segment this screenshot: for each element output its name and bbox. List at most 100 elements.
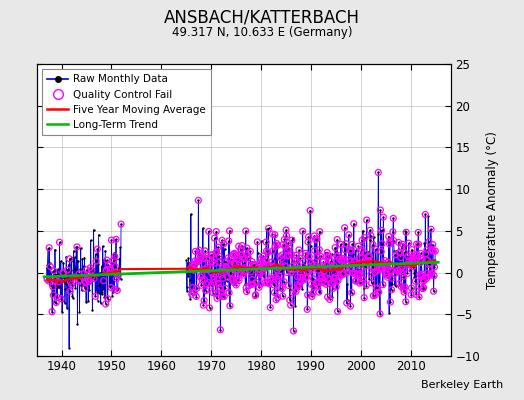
Point xyxy=(263,226,271,232)
Point xyxy=(389,237,398,244)
Point xyxy=(65,344,73,351)
Point xyxy=(395,249,403,256)
Point xyxy=(184,260,193,266)
Point xyxy=(359,228,367,234)
Point xyxy=(304,234,313,240)
Point xyxy=(411,252,420,259)
Point xyxy=(345,232,353,238)
Point xyxy=(241,264,249,271)
Point xyxy=(213,276,222,282)
Point xyxy=(356,270,364,276)
Point xyxy=(76,266,84,272)
Point xyxy=(423,270,432,276)
Point xyxy=(211,260,219,266)
Point xyxy=(257,256,265,262)
Point xyxy=(225,290,233,296)
Point xyxy=(54,284,62,290)
Point xyxy=(85,278,93,285)
Point xyxy=(219,275,227,282)
Point xyxy=(238,266,247,272)
Point xyxy=(310,233,319,239)
Point xyxy=(321,274,329,280)
Text: Berkeley Earth: Berkeley Earth xyxy=(421,380,503,390)
Point xyxy=(115,266,123,272)
Point xyxy=(382,271,390,278)
Point xyxy=(334,278,342,284)
Point xyxy=(186,296,194,302)
Point xyxy=(94,297,102,304)
Point xyxy=(300,260,308,266)
Point xyxy=(259,262,268,268)
Point xyxy=(401,284,409,290)
Point xyxy=(279,241,287,248)
Point xyxy=(262,239,270,245)
Point xyxy=(274,276,282,282)
Point xyxy=(260,265,268,272)
Point xyxy=(303,269,311,275)
Point xyxy=(59,269,67,276)
Point xyxy=(348,241,356,248)
Point xyxy=(383,271,391,277)
Point xyxy=(314,267,322,274)
Point xyxy=(242,285,250,291)
Point xyxy=(301,250,310,256)
Point xyxy=(244,255,252,261)
Point xyxy=(282,227,290,233)
Point xyxy=(271,274,280,280)
Point xyxy=(343,300,351,306)
Point xyxy=(340,257,348,264)
Point xyxy=(311,236,320,243)
Point xyxy=(260,280,269,286)
Point xyxy=(207,282,215,288)
Point xyxy=(56,239,64,246)
Point xyxy=(310,284,318,290)
Point xyxy=(66,256,74,262)
Point xyxy=(95,290,103,296)
Point xyxy=(80,270,88,277)
Point xyxy=(192,249,200,255)
Point xyxy=(421,250,430,257)
Point xyxy=(314,280,323,286)
Point xyxy=(332,248,340,254)
Point xyxy=(317,275,325,282)
Point xyxy=(350,259,358,265)
Point xyxy=(415,294,423,300)
Point xyxy=(421,250,430,257)
Point xyxy=(215,253,223,259)
Point xyxy=(351,258,359,264)
Point xyxy=(102,268,110,274)
Point xyxy=(285,252,293,258)
Point xyxy=(378,240,386,247)
Point xyxy=(333,236,341,243)
Point xyxy=(258,258,267,265)
Point xyxy=(268,259,276,265)
Point xyxy=(369,292,377,299)
Point xyxy=(363,217,371,223)
Point xyxy=(294,247,303,253)
Point xyxy=(265,281,274,287)
Point xyxy=(213,276,222,282)
Point xyxy=(373,268,381,274)
Point xyxy=(403,253,412,259)
Point xyxy=(117,221,125,227)
Point xyxy=(349,251,357,257)
Point xyxy=(362,282,370,289)
Point xyxy=(358,254,367,261)
Point xyxy=(201,248,209,254)
Point xyxy=(98,263,106,269)
Point xyxy=(261,265,269,272)
Point xyxy=(258,253,267,259)
Point xyxy=(405,240,413,246)
Point xyxy=(401,298,410,305)
Point xyxy=(364,253,373,259)
Point xyxy=(91,272,99,279)
Point xyxy=(398,264,406,270)
Point xyxy=(231,250,239,256)
Point xyxy=(91,293,100,300)
Point xyxy=(402,229,410,236)
Point xyxy=(111,264,119,270)
Point xyxy=(251,292,259,299)
Point xyxy=(334,278,342,284)
Point xyxy=(224,238,233,244)
Point xyxy=(237,251,245,258)
